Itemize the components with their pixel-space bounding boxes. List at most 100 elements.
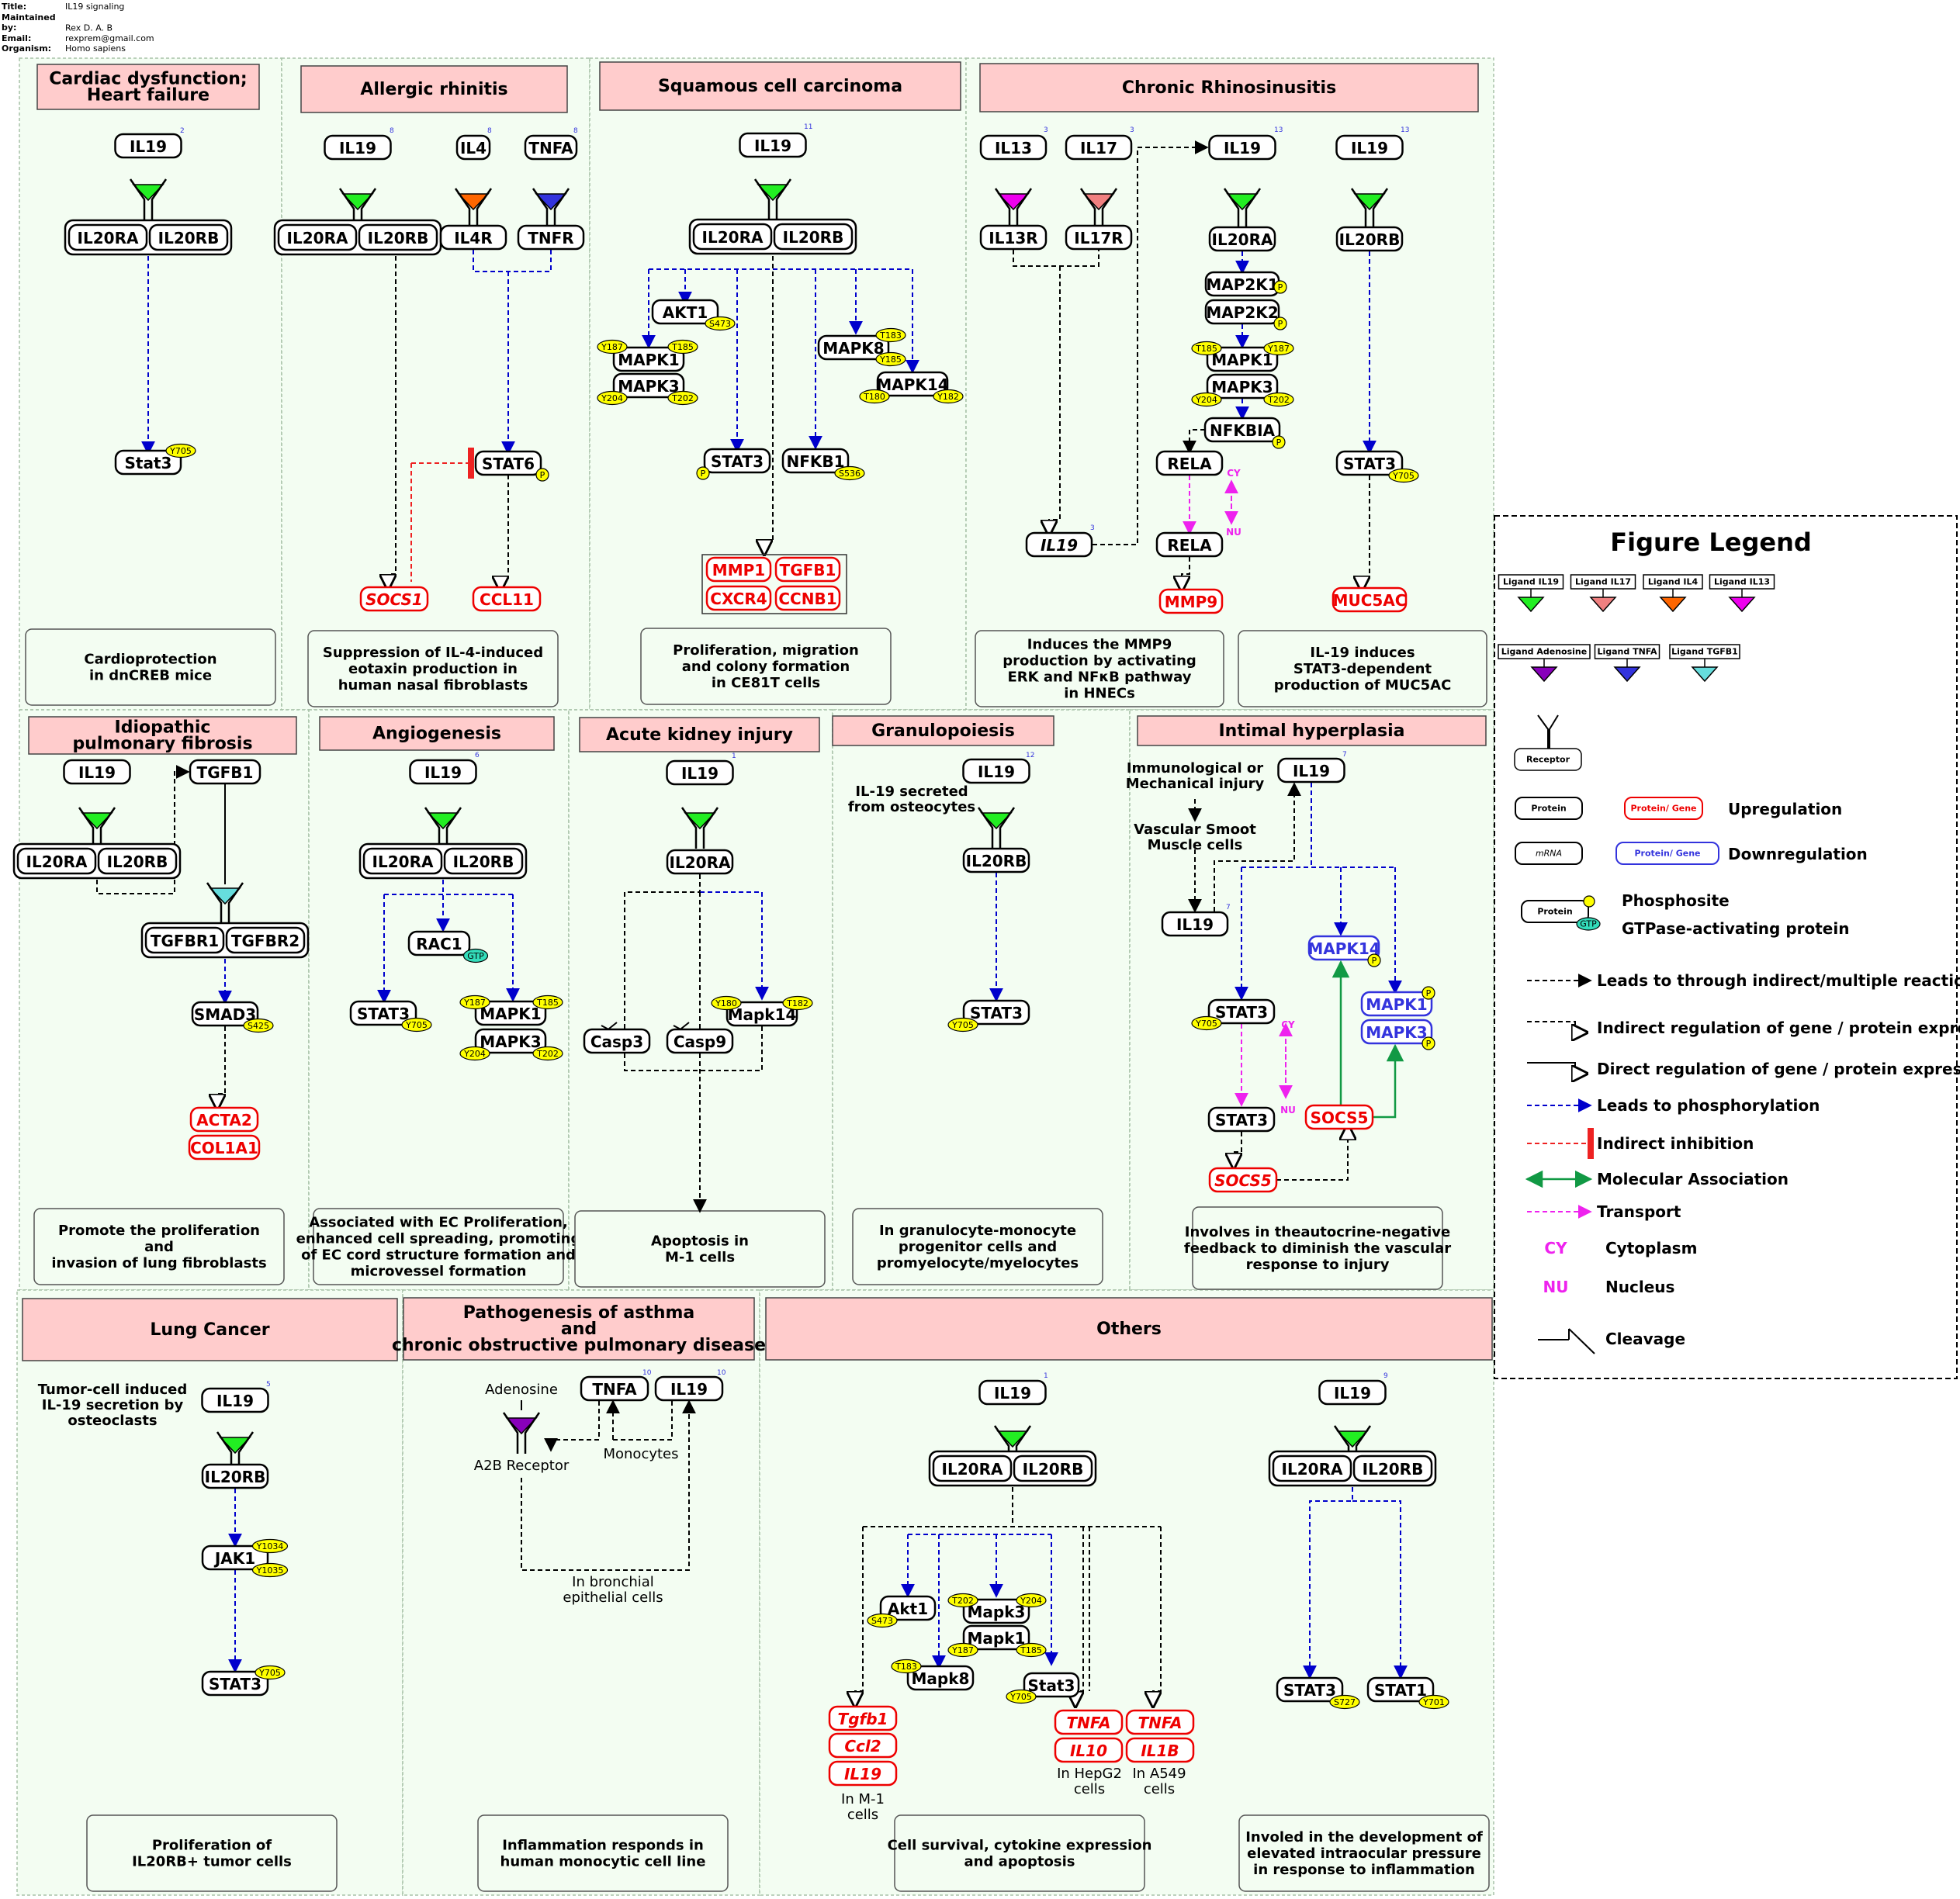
- allergic-summary: Suppression of IL-4-induced: [323, 645, 543, 661]
- node-stat3-label: STAT3: [711, 452, 764, 471]
- phosphosite-label: Y204: [601, 393, 623, 403]
- phosphosite-label: P: [1372, 956, 1377, 966]
- node-socs5-label: SOCS5: [1214, 1171, 1272, 1190]
- asthma-title: chronic obstructive pulmonary disease: [392, 1336, 766, 1355]
- node-il20rb-box: [201, 1463, 269, 1489]
- receptor-il19-icon: [129, 178, 168, 220]
- phosphosite-y705: Y705: [255, 1665, 286, 1680]
- node-il20ra-label: IL20RA: [942, 1460, 1003, 1479]
- phosphosite-y705: Y705: [165, 443, 196, 458]
- phosphosite-label: P: [701, 469, 706, 479]
- receptor-adenosine-icon: [502, 1412, 541, 1454]
- node-stat3-box: [114, 449, 182, 476]
- diagram-header: Title: IL19 signaling Maintained by: Rex D…: [2, 2, 154, 54]
- node-ccnb1-label: CCNB1: [778, 590, 836, 608]
- header-maintainer: Maintained by: Rex D. A. B: [2, 12, 113, 33]
- ipf-title: pulmonary fibrosis: [72, 735, 252, 754]
- angio-title: Angiogenesis: [372, 725, 501, 744]
- node-ccl11: CCL11: [472, 586, 542, 612]
- node-mapk1: MAPK1: [1360, 991, 1433, 1017]
- node-nfkbia-label: NFKBIA: [1210, 421, 1276, 440]
- granulo-title: Granulopoiesis: [871, 721, 1015, 741]
- node-rela-box: [1155, 450, 1224, 476]
- node-mapk14-label: MAPK14: [1307, 939, 1380, 958]
- node-mapk8-label: Mapk8: [912, 1669, 970, 1688]
- node-nfkb1-label: NFKB1: [786, 452, 844, 471]
- phosphosite-label: Y1034: [256, 1541, 284, 1551]
- edge: [1362, 476, 1370, 591]
- phosphosite-label: P: [1426, 1039, 1432, 1049]
- others-iop-summary: Involed in the development of: [1245, 1829, 1483, 1845]
- node-il19-label: IL19: [1334, 1384, 1371, 1403]
- node-casp3-label: Casp3: [590, 1033, 643, 1051]
- citation-number: 7: [1226, 904, 1231, 911]
- node-socs5: SOCS5: [1304, 1104, 1374, 1130]
- node-rela: RELA: [1155, 531, 1224, 558]
- legend-protein: Protein: [1515, 797, 1583, 820]
- edge-socs1: [388, 256, 397, 590]
- node-il20rb-box: [358, 223, 438, 251]
- node-tnfa-box: [524, 134, 578, 161]
- phosphosite-label: T183: [879, 330, 902, 341]
- node-il19-box: [409, 759, 477, 785]
- node-mapk14-box: [1307, 935, 1380, 961]
- phosphosite-p: P: [1422, 1036, 1435, 1050]
- node-stat3-box: [1276, 1676, 1344, 1703]
- squamous-summary: Proliferation, migration: [673, 642, 859, 659]
- node-il13-label: IL13: [995, 139, 1032, 157]
- note-vsmc: Vascular Smoot: [1134, 822, 1256, 838]
- node-mapk1-label: Mapk1: [968, 1629, 1026, 1648]
- node-mmp1: MMP1: [705, 556, 772, 583]
- node-il20rb-box: [1013, 1455, 1093, 1482]
- node-il20rb-label: IL20RB: [1339, 230, 1401, 249]
- node-stat3: STAT3: [1335, 450, 1404, 476]
- node-akt1-label: AKT1: [663, 303, 708, 322]
- node-il19: IL19: [324, 134, 392, 161]
- phosphosite-gtp: GTP: [462, 948, 489, 963]
- crs-mmp9-summary-box: [975, 630, 1224, 707]
- node-il20rb-box: [773, 223, 854, 251]
- node-acta2-box: [189, 1106, 259, 1133]
- aki-title: Acute kidney injury: [606, 725, 793, 745]
- others-survival-summary-box: [894, 1814, 1145, 1892]
- phosphosite-label: S473: [871, 1616, 893, 1626]
- node-il20ra-label: IL20RA: [1282, 1460, 1343, 1479]
- phosphosite-label: P: [1278, 319, 1283, 329]
- squamous-summary: in CE81T cells: [712, 675, 820, 691]
- node-mapk3-label: MAPK3: [618, 377, 679, 396]
- node-il20rb-label: IL20RB: [1023, 1460, 1084, 1479]
- node-mapk3-label: Mapk3: [968, 1603, 1026, 1621]
- node-il19-box: [201, 1387, 269, 1413]
- node-il19-box: [1208, 134, 1276, 161]
- node-il10-box: [1054, 1737, 1124, 1763]
- intimal-title-box: [1137, 715, 1487, 746]
- legend-box: [1494, 515, 1958, 1379]
- phosphosite-label: Y185: [879, 355, 902, 365]
- phosphosite-p: P: [1422, 986, 1435, 1000]
- node-il20ra-label: IL20RA: [670, 853, 731, 872]
- phosphosite-label: Y180: [715, 998, 737, 1008]
- node-mapk3: Mapk3: [962, 1598, 1030, 1624]
- node-il19-label: IL19: [216, 1392, 254, 1410]
- phosphosite-y204: Y204: [1016, 1593, 1047, 1608]
- node-mmp1-label: MMP1: [712, 561, 765, 579]
- node-rac1: RAC1: [407, 930, 471, 956]
- node-il20ra-box: [16, 847, 97, 875]
- cardiac-title: Cardiac dysfunction;: [49, 70, 247, 89]
- node-il20ra: IL20RA: [1272, 1455, 1352, 1482]
- node-il19-box: [114, 133, 182, 159]
- node-mapk3: MAPK3: [474, 1028, 547, 1054]
- angio-summary: microvessel formation: [351, 1264, 527, 1280]
- node-tnfa-box: [1054, 1709, 1124, 1735]
- legend-ligand-label: Ligand IL4: [1648, 577, 1699, 587]
- node-il19: IL19: [1161, 911, 1229, 937]
- node-il20rb-box: [443, 847, 524, 875]
- granulo-title-box: [832, 715, 1054, 746]
- citation-number: 10: [642, 1369, 652, 1377]
- allergic-title-box: [300, 65, 568, 113]
- header-organism: Organism: Homo sapiens: [2, 43, 126, 54]
- phosphosite-p: P: [535, 468, 549, 482]
- legend-inhibition: Indirect inhibition: [1597, 1134, 1754, 1153]
- node-nfkb1: NFKB1: [781, 448, 850, 474]
